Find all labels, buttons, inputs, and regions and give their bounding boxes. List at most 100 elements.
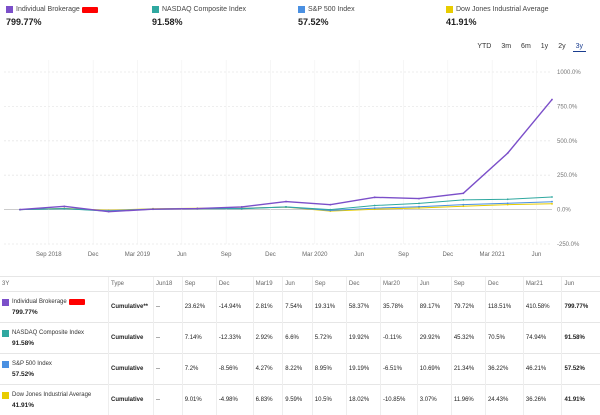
table-cell: -10.85%	[380, 385, 417, 415]
table-cell: 74.94%	[523, 323, 562, 354]
table-cell: 6.6%	[283, 323, 313, 354]
table-cell: 41.91%	[562, 385, 600, 415]
row-name: Dow Jones Industrial Average	[2, 392, 106, 399]
table-cell: --	[154, 292, 183, 323]
row-name-text: NASDAQ Composite Index	[12, 330, 84, 336]
table-cell: 79.72%	[451, 292, 485, 323]
x-tick-label: Jun	[532, 252, 542, 258]
period-label: 3Y	[0, 277, 109, 292]
data-point	[152, 208, 154, 210]
table-cell: -0.11%	[380, 323, 417, 354]
table-cell: 7.54%	[283, 292, 313, 323]
x-tick-label: Sep 2018	[36, 252, 62, 258]
table-cell: 29.92%	[417, 323, 451, 354]
table-cell: 91.58%	[562, 323, 600, 354]
row-total: 799.77%	[2, 309, 106, 316]
col-header: Dec	[346, 277, 380, 292]
table-cell: -12.33%	[216, 323, 253, 354]
table-cell: 7.2%	[182, 354, 216, 385]
data-point	[507, 152, 509, 154]
row-swatch	[2, 392, 9, 399]
y-tick-label: 750.0%	[557, 104, 578, 110]
col-header: Dec	[485, 277, 523, 292]
data-point	[507, 198, 509, 200]
table-cell: -6.51%	[380, 354, 417, 385]
table-cell: 9.01%	[182, 385, 216, 415]
y-tick-label: 0.0%	[557, 208, 571, 214]
redaction-mark	[69, 299, 85, 305]
row-type: Cumulative	[109, 354, 154, 385]
data-point	[241, 206, 243, 208]
table-cell: 58.37%	[346, 292, 380, 323]
table-cell: 36.26%	[523, 385, 562, 415]
table-cell: 3.07%	[417, 385, 451, 415]
data-point	[507, 202, 509, 204]
table-cell: 118.51%	[485, 292, 523, 323]
x-tick-label: Sep	[221, 252, 232, 258]
table-cell: 45.32%	[451, 323, 485, 354]
col-header: Sep	[451, 277, 485, 292]
performance-table: 3Y Type Jun18 Sep Dec Mar19 Jun Sep Dec …	[0, 276, 600, 415]
data-point	[418, 206, 420, 208]
data-point	[374, 207, 376, 209]
col-header: Mar19	[253, 277, 283, 292]
table-cell: 57.52%	[562, 354, 600, 385]
table-cell: -14.94%	[216, 292, 253, 323]
row-name-text: Dow Jones Industrial Average	[12, 392, 91, 398]
data-point	[329, 209, 331, 211]
data-point	[418, 202, 420, 204]
table-cell: 2.92%	[253, 323, 283, 354]
x-tick-label: Dec	[442, 252, 453, 258]
data-point	[285, 201, 287, 203]
table-cell: -8.56%	[216, 354, 253, 385]
performance-chart: 1000.0%750.0%500.0%250.0%0.0%-250.0%Sep …	[0, 0, 600, 270]
table-cell: 9.59%	[283, 385, 313, 415]
row-name-text: S&P 500 Index	[12, 361, 52, 367]
table-cell: 799.77%	[562, 292, 600, 323]
table-header-row: 3Y Type Jun18 Sep Dec Mar19 Jun Sep Dec …	[0, 277, 600, 292]
table-cell: 10.5%	[312, 385, 346, 415]
y-tick-label: 1000.0%	[557, 70, 581, 76]
table-cell: 19.31%	[312, 292, 346, 323]
table-cell: 410.58%	[523, 292, 562, 323]
data-point	[329, 204, 331, 206]
x-tick-label: Mar 2021	[479, 252, 505, 258]
table-cell: 11.96%	[451, 385, 485, 415]
table-cell: 70.5%	[485, 323, 523, 354]
col-header: Sep	[182, 277, 216, 292]
data-point	[551, 99, 553, 101]
data-point	[241, 208, 243, 210]
data-point	[108, 211, 110, 213]
table-cell: 6.83%	[253, 385, 283, 415]
table-cell: 24.43%	[485, 385, 523, 415]
data-point	[374, 196, 376, 198]
data-point	[462, 205, 464, 207]
table-cell: 8.22%	[283, 354, 313, 385]
table-cell: 5.72%	[312, 323, 346, 354]
col-header: Jun18	[154, 277, 183, 292]
table-cell: 36.22%	[485, 354, 523, 385]
row-swatch	[2, 299, 9, 306]
data-point	[19, 209, 21, 211]
x-tick-label: Sep	[398, 252, 409, 258]
table-cell: --	[154, 385, 183, 415]
col-header: Jun	[283, 277, 313, 292]
table-cell: 2.81%	[253, 292, 283, 323]
table-cell: 23.62%	[182, 292, 216, 323]
data-point	[462, 199, 464, 201]
table-cell: 19.19%	[346, 354, 380, 385]
data-point	[462, 192, 464, 194]
type-header: Type	[109, 277, 154, 292]
col-header: Mar20	[380, 277, 417, 292]
table-cell: 8.95%	[312, 354, 346, 385]
table-cell: --	[154, 323, 183, 354]
x-tick-label: Mar 2019	[125, 252, 151, 258]
row-swatch	[2, 330, 9, 337]
data-point	[63, 208, 65, 210]
